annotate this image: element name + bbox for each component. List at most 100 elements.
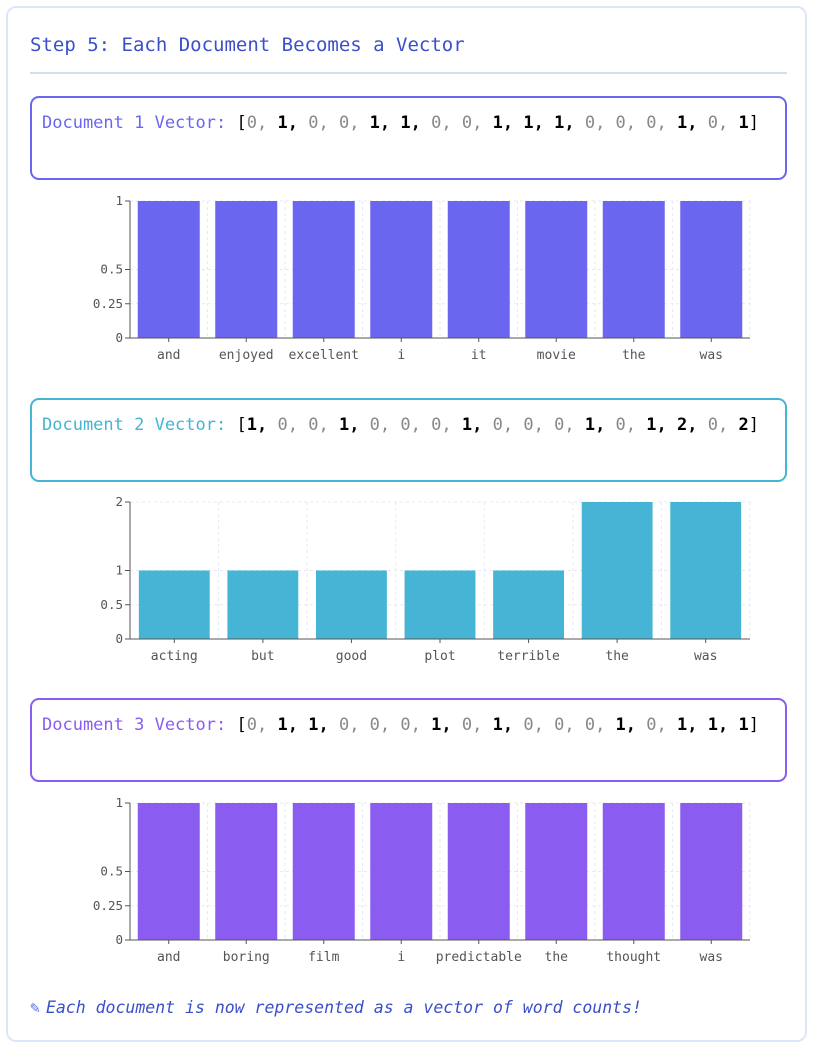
bar-was (680, 201, 743, 338)
bar-the (581, 502, 653, 639)
bar-predictable (447, 803, 510, 940)
vector-value: 0 (246, 715, 257, 735)
y-tick-label: 0.5 (100, 262, 123, 277)
vector-value: 1 (615, 715, 626, 735)
vector-value: 0 (400, 415, 411, 435)
x-tick-label: it (471, 348, 487, 363)
bar-terrible (493, 570, 564, 639)
vector-value: 1 (492, 715, 503, 735)
vector-close-bracket: ] (748, 415, 759, 435)
vector-value: 0 (523, 715, 534, 735)
bar-and (137, 803, 200, 940)
vector-value: 0 (584, 715, 596, 735)
vector-value: 0 (461, 113, 473, 133)
vector-value: 0 (523, 415, 534, 435)
document-1-vector-box: Document 1 Vector: [0, 1, 0, 0, 1, 1, 0,… (30, 96, 787, 180)
vector-value: 1 (461, 415, 473, 435)
vector-label: Document 1 Vector: (42, 113, 227, 133)
x-tick-label: the (622, 348, 646, 363)
vector-open-bracket: [ (236, 415, 247, 435)
vector-value: 0 (646, 113, 657, 133)
vector-value: 1 (338, 415, 350, 435)
vector-value: 1 (246, 415, 257, 435)
vector-value: 2 (677, 415, 688, 435)
vector-value: 1 (584, 415, 596, 435)
x-tick-label: was (700, 348, 723, 363)
document-3-bar-chart: 0 0.25 0.5 1 and boring film i predictable the tho… (93, 795, 751, 965)
vector-value: 1 (492, 113, 503, 133)
pencil-icon: ✎ (30, 998, 40, 1017)
vector-value: 1 (646, 415, 657, 435)
vector-value: 0 (431, 113, 442, 133)
bar-boring (215, 803, 278, 940)
x-tick-label: predictable (436, 950, 522, 965)
y-tick-label: 1 (115, 193, 123, 208)
bar-was (670, 502, 742, 639)
bar-acting (138, 570, 210, 639)
x-tick-label: acting (151, 649, 198, 664)
x-tick-label: the (605, 649, 629, 664)
vector-value: 1 (400, 113, 411, 133)
footer-text: Each document is now represented as a ve… (45, 998, 642, 1017)
vector-value: 0 (246, 113, 257, 133)
vector-open-bracket: [ (236, 113, 247, 133)
bar-excellent (292, 201, 355, 338)
vector-value: 1 (677, 715, 688, 735)
vector-value: 0 (707, 415, 718, 435)
vector-value: 0 (461, 715, 473, 735)
vector-label: Document 3 Vector: (42, 715, 227, 735)
step-card: Step 5: Each Document Becomes a Vector D… (6, 6, 807, 1042)
vector-value: 1 (738, 715, 749, 735)
vector-value: 1 (707, 715, 718, 735)
vector-value: 1 (738, 113, 749, 133)
vector-value: 0 (338, 715, 350, 735)
vector-value: 1 (369, 113, 380, 133)
x-tick-label: i (397, 348, 405, 363)
vector-close-bracket: ] (748, 113, 759, 133)
vector-value: 2 (738, 415, 749, 435)
bar-thought (602, 803, 665, 940)
x-tick-label: was (700, 950, 723, 965)
vector-close-bracket: ] (748, 715, 759, 735)
x-tick-label: and (157, 950, 180, 965)
vector-value: 0 (369, 715, 380, 735)
y-tick-label: 0.5 (100, 864, 123, 879)
x-tick-label: excellent (289, 348, 359, 363)
vector-value: 0 (615, 113, 626, 133)
document-1-bar-chart: 0 0.25 0.5 1 and enjoyed excellent i it movie the w… (93, 193, 751, 363)
x-tick-label: enjoyed (219, 348, 274, 363)
bar-good (316, 570, 387, 639)
document-2-vector-box: Document 2 Vector: [1, 0, 0, 1, 0, 0, 0,… (30, 398, 787, 482)
title-divider (30, 72, 787, 74)
vector-value: 0 (369, 415, 380, 435)
vector-value: 1 (523, 113, 534, 133)
y-tick-label: 2 (115, 494, 123, 509)
bar-plot (404, 570, 476, 639)
page-title: Step 5: Each Document Becomes a Vector (30, 34, 465, 56)
vector-value: 0 (554, 715, 565, 735)
vector-value: 1 (277, 715, 288, 735)
vector-value: 0 (431, 415, 442, 435)
bar-movie (525, 201, 588, 338)
x-tick-label: film (308, 950, 339, 965)
vector-value: 0 (707, 113, 718, 133)
vector-value: 1 (308, 715, 319, 735)
vector-value: 0 (554, 415, 565, 435)
bar-the (602, 201, 665, 338)
vector-value: 0 (277, 415, 288, 435)
vector-value: 0 (400, 715, 411, 735)
vector-label: Document 2 Vector: (42, 415, 227, 435)
bar-and (137, 201, 200, 338)
document-3-vector-box: Document 3 Vector: [0, 1, 1, 0, 0, 0, 1,… (30, 698, 787, 782)
vector-value: 0 (646, 715, 657, 735)
bar-but (227, 570, 299, 639)
y-tick-label: 0 (115, 932, 123, 947)
y-tick-label: 0.5 (100, 597, 123, 612)
x-tick-label: the (545, 950, 569, 965)
y-tick-label: 0 (115, 330, 123, 345)
bar-enjoyed (215, 201, 278, 338)
x-tick-label: plot (424, 649, 455, 664)
x-tick-label: was (694, 649, 717, 664)
vector-value: 0 (584, 113, 596, 133)
bar-film (292, 803, 355, 940)
